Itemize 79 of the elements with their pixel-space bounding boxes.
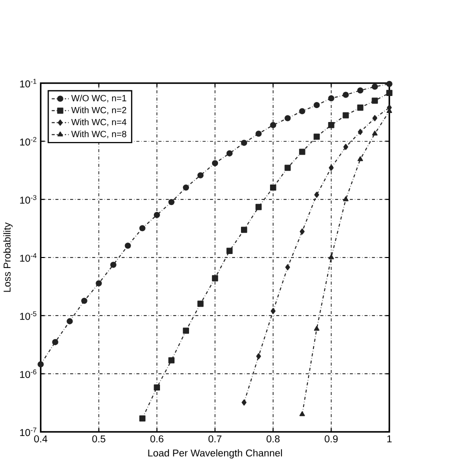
point [298,148,306,155]
point [226,248,233,254]
point [154,212,160,218]
point [357,87,364,94]
point [342,112,349,118]
legend-label: W/O WC, n=1 [71,94,126,102]
legend-label: With WC, n=4 [71,118,126,126]
point [372,98,378,104]
point [285,264,290,270]
x-tick-label: 0.7 [208,435,222,442]
point [284,164,291,171]
y-tick-label: 10$^{-6}$ [20,369,36,378]
point [300,228,305,235]
point [255,204,262,210]
point [270,122,276,128]
point [328,95,334,102]
point [328,164,334,171]
point [124,242,131,249]
point [154,384,160,391]
legend-label: With WC, n=2 [71,106,126,114]
point [372,115,378,122]
y-tick-label: 10$^{-4}$ [20,253,36,262]
point [314,192,320,198]
point [298,108,306,114]
point [270,184,276,191]
point [342,196,348,202]
y-tick-label: 10$^{-1}$ [20,78,36,88]
point [139,415,146,422]
point [342,92,349,98]
point [168,357,174,364]
point [182,328,189,334]
x-tick-label: 0.4 [34,435,48,442]
point [256,353,261,360]
point [358,128,363,136]
point [299,411,305,416]
point [168,198,174,206]
point [372,130,378,136]
point [197,300,204,307]
point [52,339,58,346]
point [226,150,233,156]
point [357,104,364,111]
point [255,130,262,137]
point [212,275,218,282]
point [197,172,204,178]
y-tick-label: 10$^{-7}$ [20,428,36,436]
point [240,226,248,233]
point [242,399,246,406]
x-axis-title: Load Per Wavelength Channel [148,449,282,458]
point [328,122,334,128]
point [270,308,276,314]
point [240,140,248,146]
x-tick-label: 0.6 [150,435,164,442]
point [212,160,218,166]
point [386,90,392,96]
point [96,280,102,286]
point [372,84,378,90]
x-tick-label: 0.5 [92,435,106,442]
y-axis-title: Loss Probability [3,222,12,292]
point [328,254,334,260]
point [357,156,363,162]
point [314,134,320,140]
y-tick-label: 10$^{-3}$ [20,195,36,204]
y-tick-label: 10$^{-2}$ [20,137,36,146]
legend-label: With WC, n=8 [71,130,126,138]
point [139,225,146,232]
point [284,115,291,122]
x-tick-label: 1 [387,435,392,442]
point [182,184,189,191]
point [66,318,73,324]
point [314,326,320,331]
x-tick-label: 0.8 [266,435,280,442]
point [343,144,348,150]
point [38,361,44,368]
point [314,102,320,108]
point [81,298,88,304]
y-tick-label: 10$^{-5}$ [20,311,36,320]
x-tick-label: 0.9 [324,435,338,442]
point [110,262,116,268]
point [386,80,392,88]
